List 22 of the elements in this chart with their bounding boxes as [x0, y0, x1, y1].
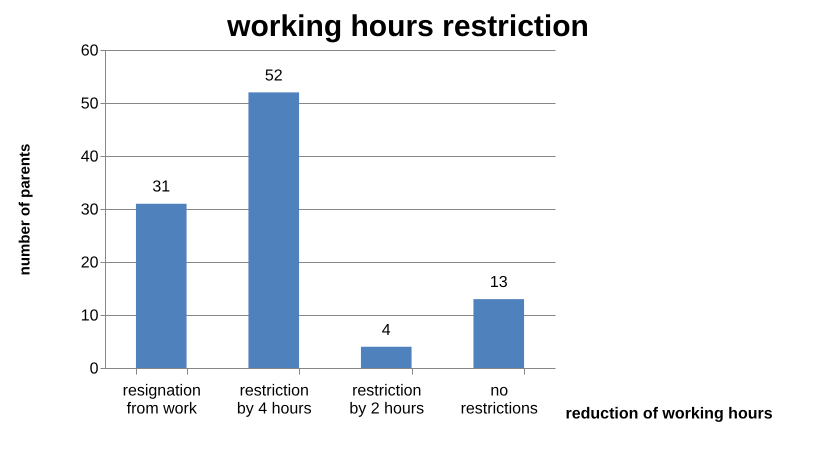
- y-tick-label: 30: [80, 202, 99, 218]
- data-label: 13: [490, 274, 508, 292]
- y-tick-label: 0: [90, 360, 99, 378]
- x-tick-label: no restrictions: [460, 382, 538, 418]
- x-tick-label: restriction by 4 hours: [236, 382, 312, 418]
- bar: [248, 92, 300, 368]
- bar: [136, 204, 187, 368]
- data-label: 31: [152, 178, 170, 196]
- x-tick-label: restriction by 2 hours: [349, 382, 424, 418]
- y-tick-label: 20: [80, 254, 99, 272]
- bar: [360, 346, 412, 368]
- data-label: 4: [382, 322, 391, 339]
- bar: [473, 299, 524, 368]
- y-tick-label: 50: [80, 96, 99, 112]
- x-tick-label: resignation from work: [122, 382, 201, 418]
- y-tick-label: 40: [80, 148, 99, 166]
- x-axis-title: reduction of working hours: [566, 406, 773, 422]
- y-axis-title: number of parents: [16, 144, 34, 276]
- y-tick-label: 10: [80, 308, 99, 324]
- chart-title: working hours restriction: [226, 10, 589, 43]
- y-tick-label: 60: [80, 42, 99, 60]
- data-label: 52: [264, 67, 283, 84]
